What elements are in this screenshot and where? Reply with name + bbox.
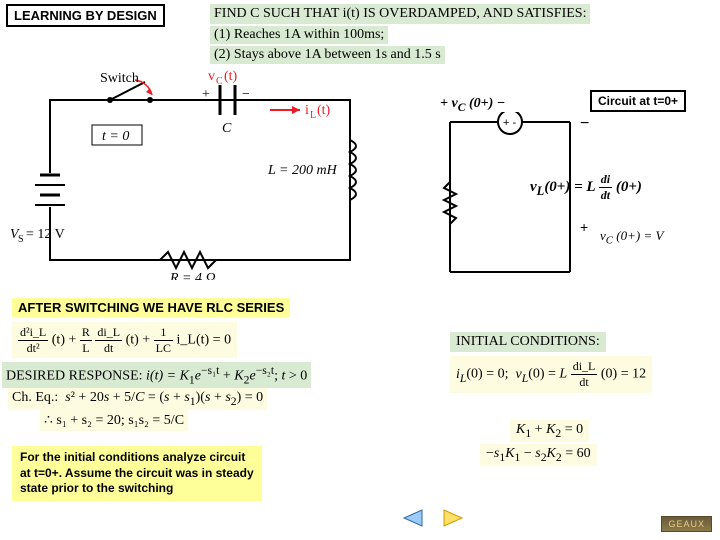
frac-den: dt <box>599 188 612 203</box>
note2: at t=0+. Assume the circuit was in stead… <box>20 466 254 482</box>
vL-arg: (0+) = L <box>544 179 595 195</box>
k-eq1: K1 + K2 = 0 <box>510 420 589 442</box>
desired-response: DESIRED RESPONSE: i(t) = K1e−s₁t + K2e−s… <box>2 362 311 388</box>
svg-text:−: − <box>242 87 250 102</box>
ic1n: di_L <box>571 359 598 375</box>
cheq-lbl: Ch. Eq.: <box>12 390 58 405</box>
note-box: For the initial conditions analyze circu… <box>12 446 262 501</box>
de3n: 1 <box>154 325 173 341</box>
de2md: dt <box>95 341 122 356</box>
note3: state prior to the switching <box>20 481 254 497</box>
de2n: R <box>80 325 92 341</box>
svg-text:= 12 V: = 12 V <box>26 227 65 242</box>
svg-text:i: i <box>305 103 309 118</box>
nav-prev-icon[interactable] <box>400 508 428 528</box>
problem-line: FIND C SUCH THAT i(t) IS OVERDAMPED, AND… <box>210 4 590 24</box>
svg-text:−: − <box>580 115 589 132</box>
de3d: LC <box>154 341 173 356</box>
svg-text:C: C <box>216 76 223 87</box>
vc0-eq: vC (0+) = V <box>600 228 663 247</box>
svg-text:t = 0: t = 0 <box>102 129 129 144</box>
ic-line1: iL(0) = 0; vL(0) = L di_Ldt (0) = 12 <box>450 356 652 393</box>
problem-text: FIND C SUCH THAT i(t) IS OVERDAMPED, AND… <box>214 6 586 21</box>
svg-text:+: + <box>580 219 588 235</box>
ic1t: (0) = 12 <box>601 367 646 382</box>
k-eq2: −s1K1 − s2K2 = 60 <box>480 444 597 466</box>
svg-text:S: S <box>18 234 24 245</box>
vL0-eq: vL(0+) = L didt (0+) <box>530 172 642 203</box>
char-eq: Ch. Eq.: s² + 20s + 5/C = (s + s1)(s + s… <box>8 388 267 410</box>
de1n: d²i_L <box>18 325 48 341</box>
frac-num: di <box>599 172 612 188</box>
cond2: (2) Stays above 1A between 1s and 1.5 s <box>210 46 445 64</box>
svg-text:+ -: + - <box>503 117 516 129</box>
cond1: (1) Reaches 1A within 100ms; <box>210 26 388 44</box>
svg-text:v: v <box>208 70 215 84</box>
svg-text:C: C <box>222 121 232 136</box>
ic1d: dt <box>571 375 598 390</box>
nav-next-icon[interactable] <box>440 508 468 528</box>
diff-eq: d²i_Ldt² (t) + RL di_Ldt (t) + 1LC i_L(t… <box>12 322 237 358</box>
vL-tail: (0+) <box>616 179 642 195</box>
svg-text:L = 200 mH: L = 200 mH <box>267 163 338 178</box>
therefore: ∴ s₁ + s₂ = 20; s₁s₂ = 5/C <box>40 410 188 431</box>
circuit-t0-title: Circuit at t=0+ <box>590 90 686 112</box>
circuit-diagram: Switch v C (t) + − C i L (t) t = 0 L = 2… <box>10 70 390 280</box>
note1: For the initial conditions analyze circu… <box>20 450 254 466</box>
de2d: L <box>80 341 92 356</box>
de1d: dt² <box>18 341 48 356</box>
de1t: (t) + <box>52 333 77 348</box>
title-box: LEARNING BY DESIGN <box>6 4 165 27</box>
de2mn: di_L <box>95 325 122 341</box>
svg-text:R = 4 Ω: R = 4 Ω <box>169 271 216 280</box>
svg-text:+: + <box>202 87 210 102</box>
ic-title: INITIAL CONDITIONS: <box>450 332 606 352</box>
after-switching: AFTER SWITCHING WE HAVE RLC SERIES <box>12 298 290 317</box>
svg-text:Switch: Switch <box>100 71 139 86</box>
de2t: (t) + <box>126 333 151 348</box>
resp-lbl: DESIRED RESPONSE: <box>6 369 143 384</box>
svg-text:L: L <box>310 110 316 121</box>
svg-text:(t): (t) <box>224 70 238 84</box>
svg-text:(t): (t) <box>317 103 331 118</box>
geaux-badge: GEAUX <box>661 516 712 532</box>
de3t: i_L(t) = 0 <box>177 333 232 348</box>
